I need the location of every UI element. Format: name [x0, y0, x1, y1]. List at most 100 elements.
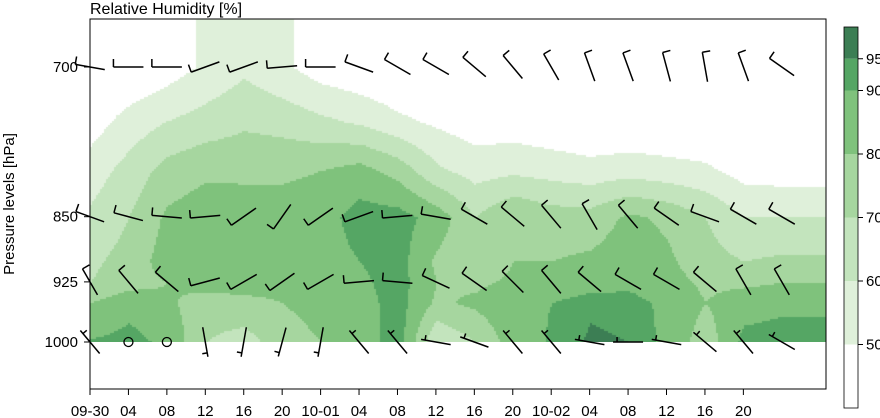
wind-barb-shaft: [229, 61, 259, 73]
wind-barb-shaft: [344, 279, 375, 284]
wind-barb-shaft: [382, 279, 413, 284]
wind-barb-flag: [381, 272, 384, 281]
wind-barb-shaft: [190, 61, 220, 73]
chart-title: Relative Humidity [%]: [90, 1, 242, 18]
wind-barb-flag: [342, 275, 345, 284]
x-tick-label: 08: [389, 403, 406, 418]
wind-barb-flag: [692, 265, 700, 273]
wind-barb-shaft: [690, 210, 720, 223]
wind-barb-shaft: [231, 207, 257, 226]
wind-barb-flag: [187, 64, 192, 73]
x-tick-label: 16: [466, 403, 483, 418]
colorbar-tick-label: 50: [866, 337, 880, 354]
x-tick-label: 04: [351, 403, 368, 418]
wind-barb-flag: [735, 329, 741, 335]
wind-barb-flag: [617, 199, 626, 206]
colorbar-tick-label: 95: [866, 51, 880, 68]
wind-barb-shaft: [540, 269, 562, 294]
x-tick-label: 10-02: [532, 403, 570, 418]
wind-barb-flag: [344, 54, 349, 63]
wind-barb-shaft: [651, 338, 682, 346]
wind-barb-shaft: [701, 52, 709, 82]
wind-barb-shaft: [735, 268, 752, 296]
wind-barb-shaft: [277, 327, 287, 357]
x-tick-label: 08: [620, 403, 637, 418]
wind-barb-shaft: [317, 327, 324, 357]
x-tick-label: 20: [735, 403, 752, 418]
y-tick-label: 700: [53, 59, 78, 76]
wind-barb-flag: [654, 335, 658, 341]
wind-barb-shaft: [307, 273, 334, 291]
wind-barb-shaft: [151, 214, 182, 219]
wind-barb-shaft: [422, 58, 450, 76]
wind-barb-flag: [584, 49, 593, 54]
wind-barb-flag: [202, 352, 208, 355]
wind-barb-flag: [460, 201, 466, 210]
wind-barb-shaft: [540, 330, 562, 354]
wind-barb-shaft: [692, 271, 717, 293]
wind-barb-flag: [341, 214, 346, 223]
wind-barb-shaft: [661, 52, 672, 82]
wind-barb-shaft: [768, 333, 796, 351]
wind-barb-shaft: [768, 208, 796, 225]
wind-barb-flag: [226, 64, 231, 73]
x-tick-label: 16: [235, 403, 252, 418]
wind-barb-flag: [578, 335, 581, 341]
calm-wind-mark: [161, 336, 173, 348]
wind-barb-shaft: [574, 338, 605, 346]
y-tick-label: 1000: [45, 334, 78, 351]
wind-barb-shaft: [307, 207, 334, 226]
wind-barb-flag: [622, 49, 631, 54]
wind-barb-shaft: [154, 271, 179, 293]
wind-barb-shaft: [421, 274, 450, 289]
wind-barb-flag: [773, 264, 782, 270]
wind-barb-flag: [695, 330, 701, 336]
wind-barb-shaft: [543, 53, 560, 81]
wind-barb-shaft: [272, 203, 292, 230]
wind-barb-flag: [577, 265, 584, 273]
wind-barb-flag: [381, 209, 384, 219]
colorbar-band: [844, 344, 858, 408]
wind-barb-shaft: [614, 273, 642, 291]
wind-barb-shaft: [617, 204, 639, 229]
wind-barb-shaft: [692, 331, 717, 353]
wind-barb-flag: [188, 209, 192, 219]
wind-barb-flag: [151, 207, 154, 216]
wind-barb-shaft: [653, 273, 680, 291]
wind-barb-flag: [541, 199, 549, 206]
wind-barb-flag: [461, 266, 468, 274]
wind-barb-shaft: [420, 213, 451, 221]
wind-barb-shaft: [502, 55, 523, 79]
wind-barb-shaft: [773, 268, 790, 296]
wind-barb-flag: [702, 50, 711, 53]
wind-barb-shaft: [190, 214, 221, 219]
wind-barb-shaft: [501, 270, 524, 294]
wind-barb-flag: [226, 218, 233, 226]
wind-barb-flag: [303, 218, 309, 226]
wind-barb-shaft: [384, 58, 411, 76]
y-axis: 1000 925 850 700: [45, 59, 90, 351]
wind-barb-shaft: [344, 61, 374, 73]
wind-barb-flag: [389, 329, 395, 335]
x-tick-label: 04: [120, 403, 137, 418]
colorbar-band: [844, 217, 858, 281]
x-tick-label: 09-30: [71, 403, 109, 418]
wind-barb-flag: [729, 201, 736, 210]
wind-barb-flag: [302, 282, 309, 290]
wind-barb-shaft: [653, 207, 680, 226]
wind-barb-flag: [735, 264, 744, 270]
wind-barb-flag: [662, 49, 671, 54]
colorbar-band: [844, 90, 858, 154]
wind-barb-flag: [424, 335, 427, 341]
colorbar-tick-label: 90: [866, 83, 880, 100]
wind-barb-shaft: [230, 273, 258, 291]
wind-barb-shaft: [733, 330, 754, 354]
wind-barb-flag: [541, 264, 549, 271]
wind-barb-shaft: [581, 203, 598, 231]
wind-barb-flag: [462, 50, 469, 58]
wind-barb-shaft: [737, 52, 750, 82]
wind-barb-shaft: [348, 330, 370, 354]
wind-barb-flag: [422, 52, 428, 60]
wind-barb-flag: [463, 333, 467, 339]
wind-barb-flag: [421, 267, 427, 276]
